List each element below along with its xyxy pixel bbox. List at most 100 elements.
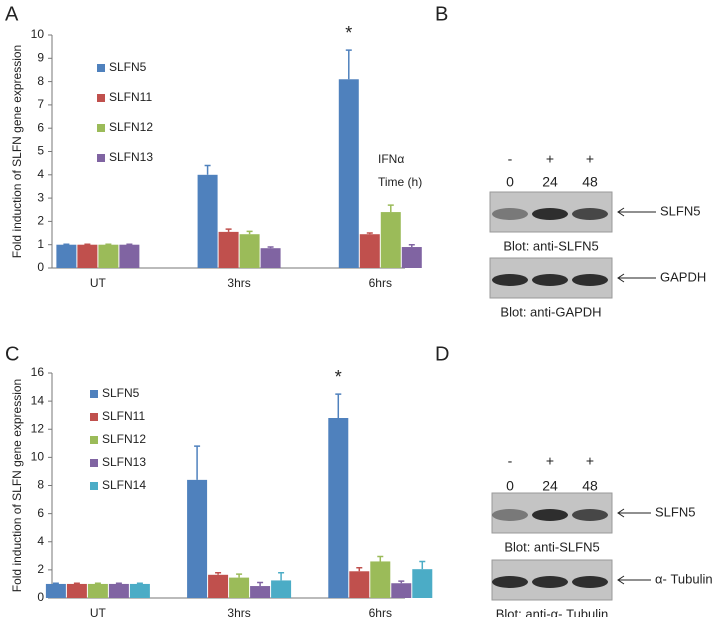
x-tick-label: UT — [90, 606, 107, 617]
error-bar — [236, 573, 243, 578]
blot-band — [532, 208, 568, 220]
blot-band — [572, 208, 608, 220]
y-tick-label: 8 — [37, 478, 44, 492]
error-bar — [408, 243, 415, 248]
blot-band — [532, 576, 568, 588]
bar — [239, 234, 260, 268]
blot-band — [492, 274, 528, 286]
bar — [197, 174, 218, 268]
bar — [370, 561, 391, 598]
bar — [218, 231, 239, 268]
y-tick-label: 0 — [37, 260, 44, 274]
blot-caption: Blot: anti-α- Tubulin — [496, 606, 609, 617]
legend-label: SLFN11 — [109, 90, 152, 104]
lane-label: - — [508, 453, 513, 469]
lane-label: + — [546, 453, 554, 469]
legend-swatch — [97, 64, 105, 72]
x-tick-label: UT — [90, 276, 107, 290]
lane-label: 24 — [542, 174, 558, 190]
y-tick-label: 3 — [37, 190, 44, 204]
legend-label: SLFN12 — [102, 432, 146, 446]
lane-label: - — [508, 151, 513, 167]
row-label: IFNα — [378, 152, 404, 166]
target-label: α- Tubulin — [655, 571, 713, 586]
y-tick-label: 0 — [37, 590, 44, 604]
target-label: GAPDH — [660, 269, 706, 284]
error-bar — [215, 571, 222, 575]
y-tick-label: 6 — [37, 506, 44, 520]
error-bar — [278, 571, 285, 581]
legend-swatch — [90, 459, 98, 467]
error-bar — [225, 228, 232, 232]
significance-mark: * — [345, 23, 352, 43]
bar — [391, 583, 412, 598]
bar — [66, 583, 87, 598]
error-bar — [246, 230, 253, 235]
bar — [187, 479, 208, 598]
y-tick-label: 1 — [37, 237, 44, 251]
x-tick-label: 6hrs — [369, 606, 392, 617]
error-bar — [52, 582, 59, 584]
blot-caption: Blot: anti-SLFN5 — [503, 238, 598, 253]
lane-label: 0 — [506, 174, 514, 190]
lane-label: 0 — [506, 478, 514, 494]
error-bar — [136, 582, 143, 584]
legend-label: SLFN13 — [102, 455, 146, 469]
bar — [87, 583, 108, 598]
bar — [260, 248, 281, 268]
y-tick-label: 2 — [37, 214, 44, 228]
blot-band — [572, 274, 608, 286]
bar — [208, 574, 229, 598]
x-tick-label: 3hrs — [227, 276, 250, 290]
arrow — [617, 575, 651, 585]
y-tick-label: 10 — [31, 27, 45, 41]
x-tick-label: 6hrs — [369, 276, 392, 290]
blot-band — [492, 576, 528, 588]
error-bar — [267, 246, 274, 249]
y-tick-label: 6 — [37, 120, 44, 134]
y-tick-label: 16 — [31, 365, 45, 379]
bar — [45, 583, 66, 598]
legend-swatch — [90, 413, 98, 421]
error-bar — [356, 567, 363, 572]
error-bar — [366, 232, 373, 235]
blot-band — [572, 509, 608, 521]
bar — [271, 580, 292, 598]
legend-label: SLFN13 — [109, 150, 153, 164]
y-axis-label: Fold induction of SLFN gene expression — [10, 379, 24, 592]
blot-caption: Blot: anti-SLFN5 — [504, 539, 599, 554]
bar — [98, 244, 119, 268]
error-bar — [398, 580, 405, 584]
bar — [349, 571, 370, 598]
error-bar — [377, 555, 384, 562]
y-tick-label: 2 — [37, 562, 44, 576]
legend-label: SLFN12 — [109, 120, 153, 134]
blot-band — [532, 274, 568, 286]
error-bar — [73, 582, 80, 584]
legend-swatch — [97, 94, 105, 102]
error-bar — [257, 581, 264, 587]
legend-swatch — [97, 124, 105, 132]
bar — [401, 247, 422, 268]
lane-label: + — [586, 453, 594, 469]
error-bar — [345, 49, 352, 80]
lane-label: + — [586, 151, 594, 167]
bar — [359, 234, 380, 268]
y-tick-label: 8 — [37, 74, 44, 88]
bar — [229, 577, 250, 598]
error-bar — [94, 582, 101, 584]
lane-label: + — [546, 151, 554, 167]
error-bar — [204, 164, 211, 175]
blot-band — [492, 509, 528, 521]
bar — [119, 244, 140, 268]
bar — [77, 244, 98, 268]
legend-label: SLFN5 — [109, 60, 147, 74]
bar — [380, 212, 401, 268]
bar — [108, 583, 129, 598]
error-bar — [335, 393, 342, 418]
y-tick-label: 5 — [37, 144, 44, 158]
legend-swatch — [90, 390, 98, 398]
error-bar — [419, 560, 426, 570]
lane-label: 24 — [542, 478, 558, 494]
